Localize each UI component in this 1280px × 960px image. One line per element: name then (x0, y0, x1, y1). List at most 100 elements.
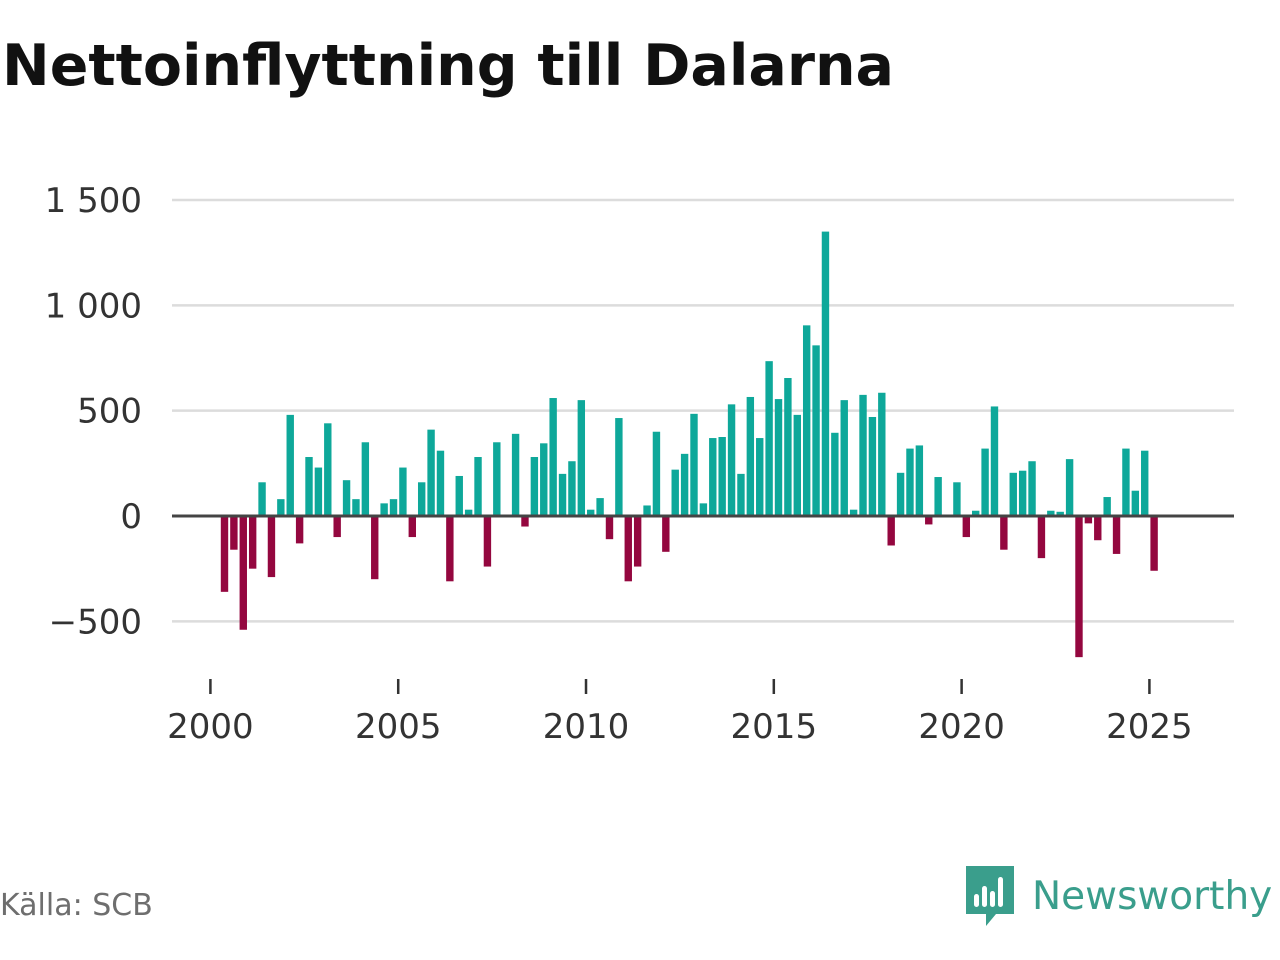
bar (248, 516, 257, 569)
bar (549, 398, 557, 516)
bar (239, 516, 247, 630)
bar (455, 475, 463, 516)
bar (906, 448, 914, 516)
bar (765, 361, 773, 516)
bar (568, 461, 576, 516)
bar (558, 473, 567, 516)
bar (953, 482, 961, 516)
bar (793, 414, 801, 516)
bar (840, 400, 848, 516)
bar (727, 404, 736, 516)
bar (859, 394, 867, 516)
bar (446, 516, 454, 582)
bar (1094, 516, 1102, 541)
bar (389, 499, 398, 516)
x-tick-label: 2025 (1106, 707, 1193, 747)
bar (427, 429, 435, 516)
bar (868, 416, 877, 516)
bar (436, 450, 445, 516)
bar (981, 448, 989, 516)
bar (483, 516, 492, 567)
y-axis-tick-labels: −500 0 500 1 000 1 500 (45, 181, 142, 642)
bar (352, 499, 360, 516)
bar (699, 503, 708, 516)
newsworthy-logo-icon (966, 866, 1014, 926)
bar (680, 453, 689, 516)
chart-title: Nettoinflyttning till Dalarna (2, 33, 895, 99)
y-tick-label: 0 (120, 497, 142, 537)
bar (1056, 511, 1064, 516)
bar (1018, 470, 1027, 516)
bar (324, 423, 332, 516)
bar (709, 438, 717, 516)
x-tick-label: 2000 (167, 707, 254, 747)
bar (596, 498, 604, 516)
bar (314, 467, 323, 516)
bar (1028, 461, 1036, 516)
gridlines (172, 198, 1234, 623)
bar (962, 516, 971, 538)
bar (887, 516, 895, 546)
bar (1047, 510, 1055, 516)
bar (925, 516, 933, 525)
bar (1103, 497, 1111, 516)
bar (831, 432, 839, 516)
bar (371, 516, 379, 580)
source-label: Källa: SCB (0, 888, 153, 923)
bar (878, 392, 886, 516)
bar (821, 231, 830, 516)
bar (1075, 516, 1083, 658)
bar (1084, 516, 1093, 524)
bar (812, 345, 820, 516)
bar (380, 503, 388, 516)
bar (1037, 516, 1046, 559)
x-tick-label: 2020 (918, 707, 1005, 747)
bar (417, 482, 426, 516)
bar (286, 414, 294, 516)
bar (671, 469, 679, 516)
bar (474, 457, 482, 516)
bar (774, 399, 783, 516)
bar (746, 396, 755, 516)
bar (718, 437, 726, 516)
bar (934, 477, 942, 516)
bar (737, 473, 745, 516)
bar (690, 413, 698, 516)
bar (1131, 490, 1140, 516)
bar (1112, 516, 1121, 554)
bar (530, 457, 539, 516)
bar (464, 509, 473, 516)
bars (220, 231, 1158, 658)
bar (493, 442, 501, 516)
x-tick-label: 2010 (543, 707, 630, 747)
bar (230, 516, 238, 550)
x-tick-label: 2015 (731, 707, 818, 747)
bar (1150, 516, 1158, 571)
bar (258, 482, 266, 516)
y-tick-label: −500 (49, 602, 142, 642)
bar (277, 499, 285, 516)
bar (990, 406, 999, 516)
bar (915, 445, 924, 516)
bar (1141, 450, 1149, 516)
bar (305, 457, 313, 516)
bar (972, 510, 980, 516)
bar (333, 516, 341, 538)
x-tick-label: 2005 (355, 707, 442, 747)
bar (802, 325, 811, 516)
bar (521, 516, 529, 527)
bar (849, 509, 858, 516)
bar (267, 516, 276, 578)
x-axis-ticks: 2000 2005 2010 2015 2020 2025 (167, 679, 1193, 747)
bar (756, 438, 764, 516)
brand-name: Newsworthy (1032, 873, 1273, 919)
bar (1065, 459, 1074, 516)
bar (896, 472, 905, 516)
bar (652, 431, 661, 516)
bar (662, 516, 670, 552)
bar (361, 442, 370, 516)
bar (615, 418, 623, 516)
bar (1000, 516, 1008, 550)
bar (633, 516, 642, 567)
